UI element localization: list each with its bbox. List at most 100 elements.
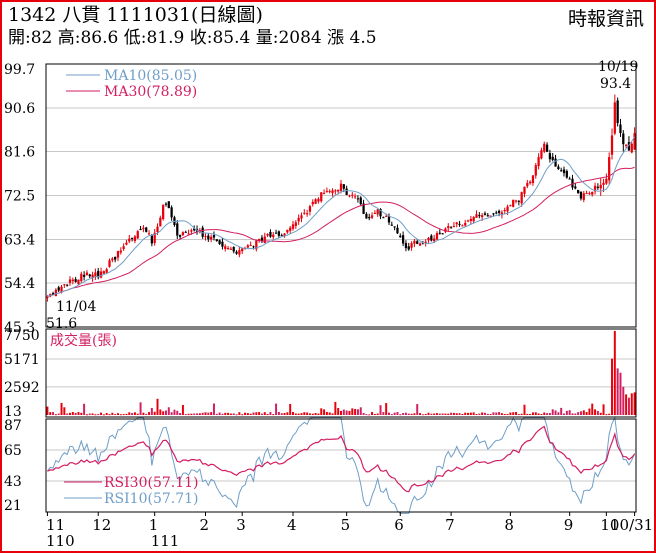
volume-bar [388,412,390,415]
volume-bar [187,413,190,415]
volume-bar [227,412,230,415]
candle-body [167,201,170,209]
candle-body [348,195,351,197]
volume-bar [131,413,134,415]
volume-bar [371,411,374,415]
volume-bar [498,412,501,415]
volume-bar [128,412,131,415]
volume-bar [534,412,537,415]
candle-body [562,169,566,174]
volume-bar [591,403,594,415]
candle-body [466,220,470,222]
x-tick-label: 10 [600,516,619,534]
volume-bar [117,413,119,415]
candle-body [356,198,360,200]
volume-bar [342,409,345,415]
volume-bar [605,414,608,416]
volume-bar [385,403,388,415]
price-tick-label: 45.3 [4,320,35,336]
volume-bar [63,407,66,415]
volume-bar [91,413,94,415]
volume-bar [173,409,176,415]
candle-body [176,223,179,236]
candle-body [246,245,249,248]
volume-bar [613,331,616,415]
volume-bar [574,413,577,415]
volume-tick-label: 2592 [4,380,40,396]
volume-bar [529,414,532,416]
candle-body [622,133,625,145]
volume-bar [478,413,481,415]
volume-bar [531,412,534,415]
volume-bar [351,408,354,415]
price-legend-item: MA10(85.05) [104,68,197,84]
volume-bar [198,413,201,415]
candle-body [266,233,269,236]
volume-bar [469,412,472,415]
volume-bar [571,413,574,415]
volume-bar [520,413,523,415]
candle-body [399,235,402,238]
annotation-low-date: 11/04 [56,299,96,315]
candle-body [404,243,408,249]
ma30-line [47,166,635,297]
volume-bar [452,412,455,415]
volume-bar [622,386,625,415]
ma10-line [47,136,636,297]
candle-body [588,193,591,195]
volume-bar [354,408,357,415]
volume-bar [46,406,49,415]
volume-title: 成交量(張) [50,332,117,349]
volume-bar [594,409,597,415]
candle-body [57,287,60,291]
panel-border [45,63,637,328]
volume-bar [438,413,441,415]
candle-body [136,231,139,239]
x-tick-label: 2 [200,516,210,534]
candle-body [116,251,120,258]
volume-bar [145,413,148,415]
volume-bar [238,412,241,415]
candle-body [608,157,611,181]
candle-body [523,186,526,194]
indicator-lines [47,136,636,514]
volume-bar [320,408,323,415]
volume-bar [114,414,117,416]
candle-body [297,217,300,222]
candle-body [452,225,456,227]
x-year-label: 111 [151,532,180,550]
candle-body [560,170,563,172]
x-year-label: 110 [46,532,75,550]
volume-bar [215,413,218,415]
price-tick-label: 81.6 [4,145,35,161]
volume-bar [218,412,221,415]
volume-bar [260,413,263,415]
candle-body [478,215,481,217]
candle-body [526,182,529,187]
candle-body [178,235,182,237]
candle-body [99,271,103,278]
candle-body [373,212,377,214]
candle-body [543,143,546,152]
volume-bar [181,404,184,415]
volume-bar [441,413,444,415]
candle-body [108,260,111,267]
volume-bar [235,414,238,416]
annotation-peak-date: 10/19 [598,59,638,75]
candle-body [591,191,594,195]
candle-body [328,191,331,193]
volume-bar [402,413,405,415]
volume-bar [337,407,340,415]
candle-body [472,217,475,222]
candle-body [554,158,557,167]
candle-body [258,239,261,241]
volume-bar [348,410,351,415]
volume-bar [52,412,55,415]
candle-body [401,235,405,244]
volume-bar [108,414,111,416]
volume-bar [176,410,179,415]
volume-bar [303,412,306,415]
volume-bar [212,403,215,415]
candle-body [54,289,58,296]
candle-body [153,232,156,244]
